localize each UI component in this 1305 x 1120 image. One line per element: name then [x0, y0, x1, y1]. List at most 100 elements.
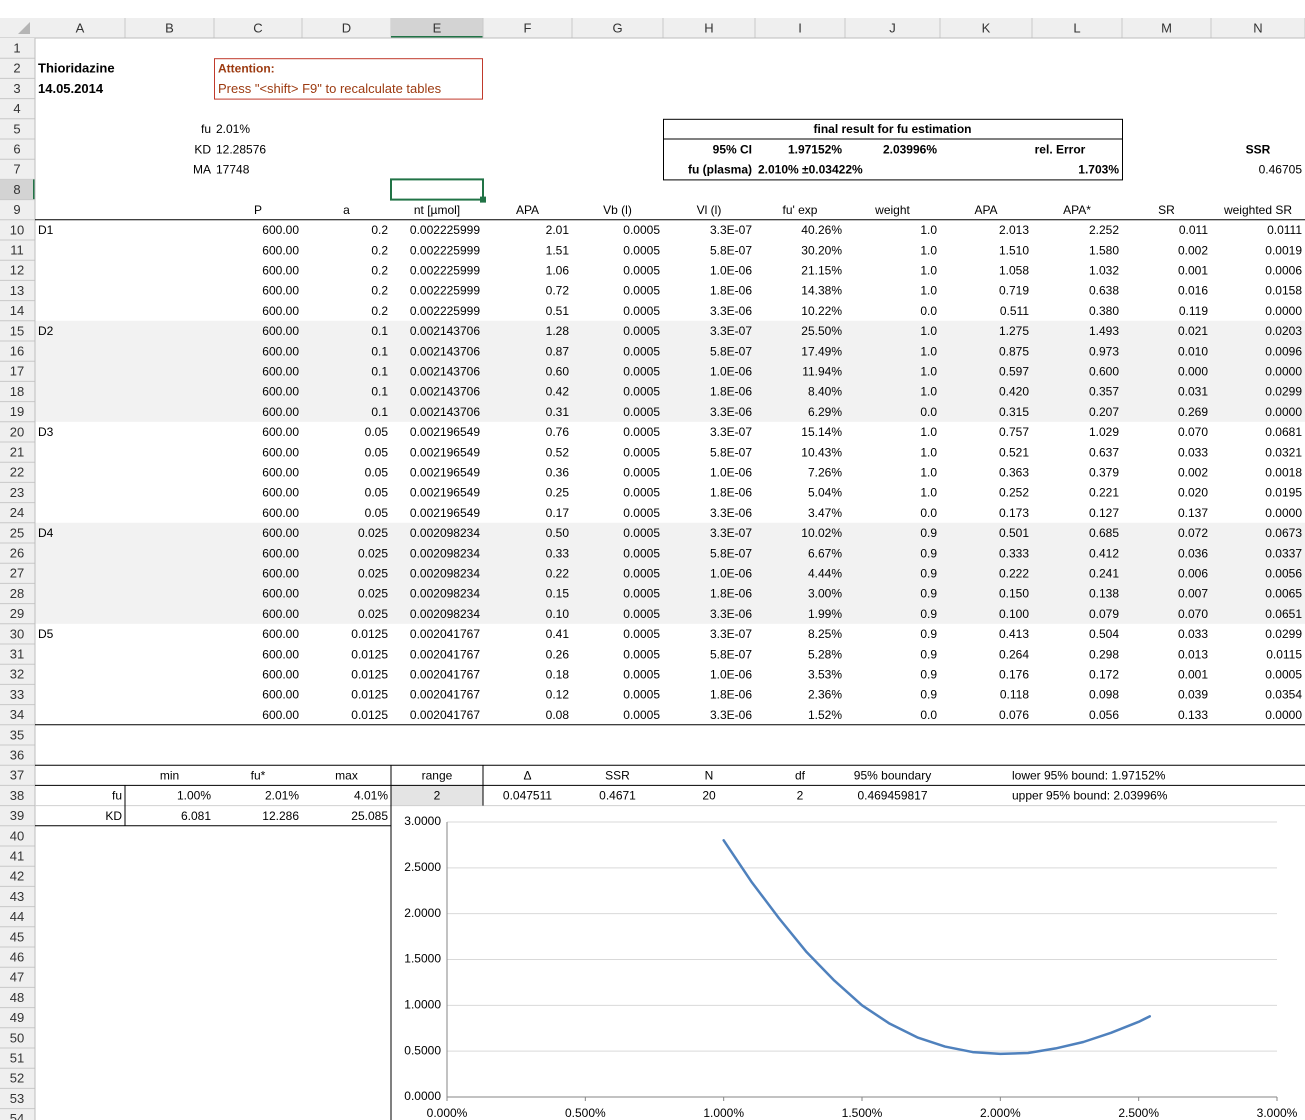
column-header[interactable]: N	[1253, 20, 1262, 35]
row-number[interactable]: 35	[10, 727, 24, 742]
column-header[interactable]: L	[1073, 20, 1080, 35]
cell: 0.0005	[623, 486, 660, 500]
row-number[interactable]: 50	[10, 1030, 24, 1045]
select-all[interactable]	[18, 22, 30, 34]
column-header[interactable]: M	[1161, 20, 1172, 35]
row-number[interactable]: 45	[10, 929, 24, 944]
row-number[interactable]: 2	[13, 61, 20, 76]
cell: 1.8E-06	[710, 284, 752, 298]
row-number[interactable]: 48	[10, 990, 24, 1005]
row-number[interactable]: 9	[13, 202, 20, 217]
cell: 0.379	[1089, 465, 1119, 479]
row-number[interactable]: 32	[10, 667, 24, 682]
column-header[interactable]: A	[76, 20, 85, 35]
cell: 0.0125	[351, 708, 388, 722]
cell: 1.0E-06	[710, 364, 752, 378]
row-number[interactable]: 22	[10, 465, 24, 480]
selected-cell[interactable]	[390, 178, 484, 201]
bounds-label: KD	[105, 809, 122, 823]
row-number[interactable]: 40	[10, 828, 24, 843]
row-number[interactable]: 28	[10, 586, 24, 601]
row-number[interactable]: 7	[13, 162, 20, 177]
cell: 0.9	[920, 526, 937, 540]
row-number[interactable]: 44	[10, 909, 24, 924]
row-number[interactable]: 53	[10, 1091, 24, 1106]
row-number[interactable]: 46	[10, 950, 24, 965]
row-number[interactable]: 18	[10, 384, 24, 399]
row-number[interactable]: 43	[10, 889, 24, 904]
cell: 0.719	[999, 284, 1029, 298]
row-number[interactable]: 25	[10, 525, 24, 540]
row-number[interactable]: 33	[10, 687, 24, 702]
cell: 1.0E-06	[710, 667, 752, 681]
bounds-label: fu	[112, 789, 122, 803]
cell: 600.00	[262, 688, 299, 702]
row-number[interactable]: 41	[10, 849, 24, 864]
row-number[interactable]: 47	[10, 970, 24, 985]
column-header[interactable]: H	[704, 20, 713, 35]
row-number[interactable]: 12	[10, 263, 24, 278]
row-number[interactable]: 5	[13, 121, 20, 136]
cell: 0.9	[920, 667, 937, 681]
y-tick-label: 2.0000	[404, 906, 441, 920]
cell: 0.357	[1089, 385, 1119, 399]
cell: 0.007	[1178, 587, 1208, 601]
row-number[interactable]: 37	[10, 768, 24, 783]
row-number[interactable]: 14	[10, 303, 24, 318]
row-number[interactable]: 30	[10, 626, 24, 641]
row-number[interactable]: 51	[10, 1051, 24, 1066]
row-number[interactable]: 16	[10, 344, 24, 359]
row-number[interactable]: 26	[10, 546, 24, 561]
cell: 600.00	[262, 263, 299, 277]
row-number[interactable]: 31	[10, 647, 24, 662]
row-number[interactable]: 42	[10, 869, 24, 884]
row-number[interactable]: 15	[10, 323, 24, 338]
row-number[interactable]: 20	[10, 424, 24, 439]
row-number[interactable]: 38	[10, 788, 24, 803]
row-number[interactable]: 52	[10, 1071, 24, 1086]
column-header[interactable]: I	[798, 20, 802, 35]
column-header[interactable]: K	[982, 20, 991, 35]
cell: 3.3E-06	[710, 506, 752, 520]
column-header[interactable]: F	[524, 20, 532, 35]
row-number[interactable]: 4	[13, 101, 20, 116]
row-number[interactable]: 24	[10, 505, 24, 520]
row-number[interactable]: 49	[10, 1010, 24, 1025]
row-number[interactable]: 8	[13, 182, 20, 197]
cell: 0.241	[1089, 566, 1119, 580]
row-number[interactable]: 11	[10, 243, 24, 258]
column-header[interactable]: B	[165, 20, 174, 35]
row-number[interactable]: 23	[10, 485, 24, 500]
cell: 0.637	[1089, 445, 1119, 459]
cell: 1.51	[546, 243, 570, 257]
fill-handle[interactable]	[480, 196, 486, 203]
row-number[interactable]: 39	[10, 808, 24, 823]
row-number[interactable]: 27	[10, 566, 24, 581]
cell: 600.00	[262, 587, 299, 601]
row-header-selected	[0, 179, 35, 200]
row-number[interactable]: 34	[10, 707, 24, 722]
column-header[interactable]: G	[612, 20, 622, 35]
cell: 600.00	[262, 566, 299, 580]
column-header[interactable]: J	[889, 20, 896, 35]
cell: 0.072	[1178, 526, 1208, 540]
row-number[interactable]: 6	[13, 142, 20, 157]
row-number[interactable]: 29	[10, 606, 24, 621]
column-header[interactable]: D	[342, 20, 351, 35]
row-number[interactable]: 36	[10, 748, 24, 763]
row-number[interactable]: 54	[10, 1111, 24, 1120]
column-header[interactable]: E	[433, 20, 442, 35]
row-number[interactable]: 3	[13, 81, 20, 96]
cell: 0.0056	[1265, 566, 1302, 580]
cell: 1.0E-06	[710, 465, 752, 479]
row-number[interactable]: 17	[10, 364, 24, 379]
row-number[interactable]: 13	[10, 283, 24, 298]
column-header[interactable]: C	[253, 20, 262, 35]
row-number[interactable]: 21	[10, 445, 24, 460]
row-number[interactable]: 19	[10, 404, 24, 419]
cell: 0.025	[358, 546, 388, 560]
row-number[interactable]: 1	[13, 41, 20, 56]
row-number[interactable]: 10	[10, 222, 24, 237]
parameter-value: 2.01%	[216, 122, 250, 136]
cell: 0.002098234	[410, 566, 480, 580]
